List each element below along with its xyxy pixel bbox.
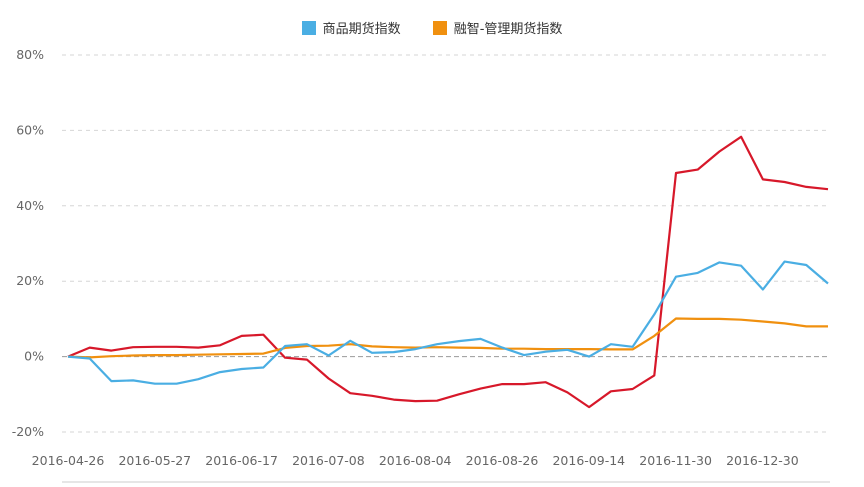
x-tick-label: 2016-07-08: [292, 453, 365, 468]
x-tick-label: 2016-05-27: [118, 453, 191, 468]
y-tick-label: 40%: [16, 198, 44, 213]
series-line-managed-futures: [67, 317, 828, 359]
x-tick-label: 2016-06-17: [205, 453, 278, 468]
grid-lines: [62, 54, 830, 433]
x-tick-label: 2016-09-14: [552, 453, 625, 468]
legend-label-managed-futures: 融智-管理期货指数: [453, 22, 563, 37]
legend-swatch-commodity: [301, 20, 316, 35]
series-line-red: [67, 135, 829, 409]
series-lines: [67, 135, 829, 409]
x-tick-label: 2016-12-30: [726, 453, 799, 468]
x-tick-label: 2016-04-26: [32, 453, 105, 468]
y-tick-label: 0%: [24, 349, 44, 364]
series-line-commodity: [67, 260, 829, 385]
y-axis-tick-labels: -20% 0% 20% 40% 60% 80%: [12, 47, 44, 439]
x-tick-label: 2016-08-26: [466, 453, 539, 468]
x-tick-label: 2016-11-30: [639, 453, 712, 468]
legend: 商品期货指数 融智-管理期货指数: [0, 18, 864, 39]
legend-item-commodity[interactable]: 商品期货指数: [301, 18, 401, 37]
y-tick-label: 60%: [16, 122, 44, 137]
y-tick-label: -20%: [12, 424, 44, 439]
x-axis-tick-labels: 2016-04-26 2016-05-27 2016-06-17 2016-07-08…: [32, 453, 799, 468]
legend-swatch-managed-futures: [432, 20, 447, 35]
y-tick-label: 80%: [16, 47, 44, 62]
x-tick-label: 2016-08-04: [379, 453, 452, 468]
legend-item-managed-futures[interactable]: 融智-管理期货指数: [432, 18, 563, 37]
y-tick-label: 20%: [16, 273, 44, 288]
legend-label-commodity: 商品期货指数: [322, 22, 401, 37]
